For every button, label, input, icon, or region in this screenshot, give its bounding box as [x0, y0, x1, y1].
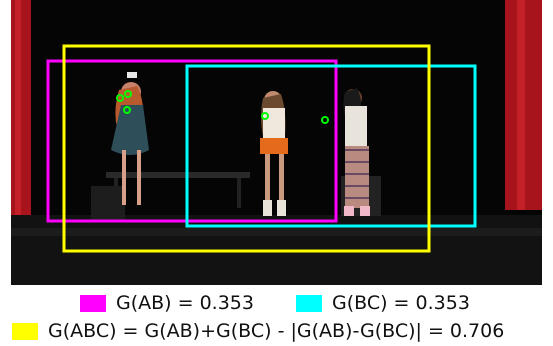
keypoints: [116, 90, 329, 124]
legend-label-bc: G(BC) = 0.353: [332, 292, 470, 314]
keypoint: [123, 106, 131, 114]
floor-edge: [11, 228, 542, 236]
legend-swatch-abc: [12, 322, 38, 340]
legend-swatch-bc: [296, 294, 322, 312]
bench-leg: [237, 178, 241, 208]
video-frame: [11, 0, 542, 285]
person-b: [260, 91, 288, 216]
stage-block: [91, 186, 125, 220]
person-c: [343, 88, 370, 216]
legend-swatch-ab: [80, 294, 106, 312]
stage-scene: [11, 0, 542, 285]
legend-bc: G(BC) = 0.353: [296, 292, 470, 314]
keypoint: [261, 112, 269, 120]
keypoint: [124, 90, 132, 98]
box-ab: [46, 59, 338, 223]
keypoint: [321, 116, 329, 124]
right-curtain-fold: [517, 0, 525, 210]
bench-top: [106, 172, 250, 178]
box-abc: [62, 44, 431, 253]
left-curtain-fold: [15, 0, 21, 222]
legend-ab: G(AB) = 0.353: [80, 292, 254, 314]
legend-abc: G(ABC) = G(AB)+G(BC) - |G(AB)-G(BC)| = 0…: [12, 320, 504, 342]
box-bc: [185, 64, 477, 228]
legend-label-ab: G(AB) = 0.353: [116, 292, 254, 314]
legend-label-abc: G(ABC) = G(AB)+G(BC) - |G(AB)-G(BC)| = 0…: [48, 320, 505, 342]
keypoint: [116, 94, 124, 102]
